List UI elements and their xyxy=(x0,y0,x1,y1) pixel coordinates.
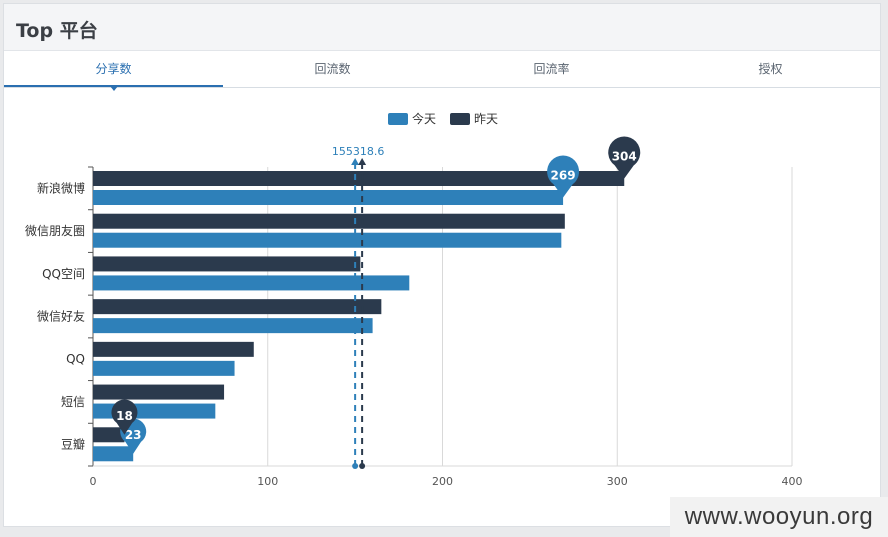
bar-today-4 xyxy=(93,360,235,376)
mark-point-label-1: 23 xyxy=(125,428,142,442)
tab-return-count[interactable]: 回流数 xyxy=(314,62,351,76)
legend-label-1: 昨天 xyxy=(474,112,498,126)
legend-swatch-1 xyxy=(450,113,470,125)
x-tick-label-3: 300 xyxy=(607,475,628,488)
tab-share-count[interactable]: 分享数 xyxy=(4,51,223,91)
bar-today-5 xyxy=(93,403,216,419)
category-label-6: 豆瓣 xyxy=(61,438,85,452)
tab-bar: 分享数 回流数 回流率 授权 xyxy=(4,51,880,91)
mark-point-pin-3 xyxy=(111,399,138,435)
panel-header: Top 平台 xyxy=(4,4,880,51)
bar-yesterday-5 xyxy=(93,384,225,400)
category-label-3: 微信好友 xyxy=(37,310,85,324)
x-tick-label-0: 0 xyxy=(90,475,97,488)
category-label-2: QQ空间 xyxy=(42,267,85,281)
bar-today-6 xyxy=(93,446,134,462)
mark-point-label-0: 269 xyxy=(551,169,576,183)
tab-return-rate[interactable]: 回流率 xyxy=(533,62,570,76)
legend-swatch-0 xyxy=(388,113,408,125)
bar-today-2 xyxy=(93,275,410,291)
bar-yesterday-3 xyxy=(93,299,382,315)
mark-point-pin-0 xyxy=(547,155,580,198)
bar-yesterday-6 xyxy=(93,427,125,443)
bar-today-0 xyxy=(93,190,564,205)
category-label-4: QQ xyxy=(66,352,85,366)
mark-point-label-2: 304 xyxy=(612,150,637,164)
mark-line-arrow-1 xyxy=(358,158,367,165)
category-label-0: 新浪微博 xyxy=(37,180,85,195)
bar-yesterday-1 xyxy=(93,213,565,229)
mark-line-arrow-0 xyxy=(351,158,360,165)
panel-title: Top 平台 xyxy=(16,20,98,42)
category-label-5: 短信 xyxy=(61,395,85,409)
bar-yesterday-2 xyxy=(93,256,361,272)
mark-line-label: 155318.6 xyxy=(332,145,385,158)
tab-authorization[interactable]: 授权 xyxy=(758,62,783,76)
watermark: www.wooyun.org xyxy=(670,497,888,537)
mark-point-label-3: 18 xyxy=(116,409,133,423)
x-tick-label-2: 200 xyxy=(432,475,453,488)
legend-label-0: 今天 xyxy=(412,111,436,126)
category-label-1: 微信朋友圈 xyxy=(25,224,85,238)
mark-point-pin-2 xyxy=(608,136,641,179)
bar-today-1 xyxy=(93,232,562,248)
mark-line-start-1 xyxy=(359,463,366,469)
bar-today-3 xyxy=(93,318,373,334)
bar-yesterday-4 xyxy=(93,341,254,357)
mark-line-start-0 xyxy=(352,463,359,469)
bar-yesterday-0 xyxy=(93,171,625,186)
x-tick-label-1: 100 xyxy=(257,475,278,488)
x-tick-label-4: 400 xyxy=(782,475,803,488)
